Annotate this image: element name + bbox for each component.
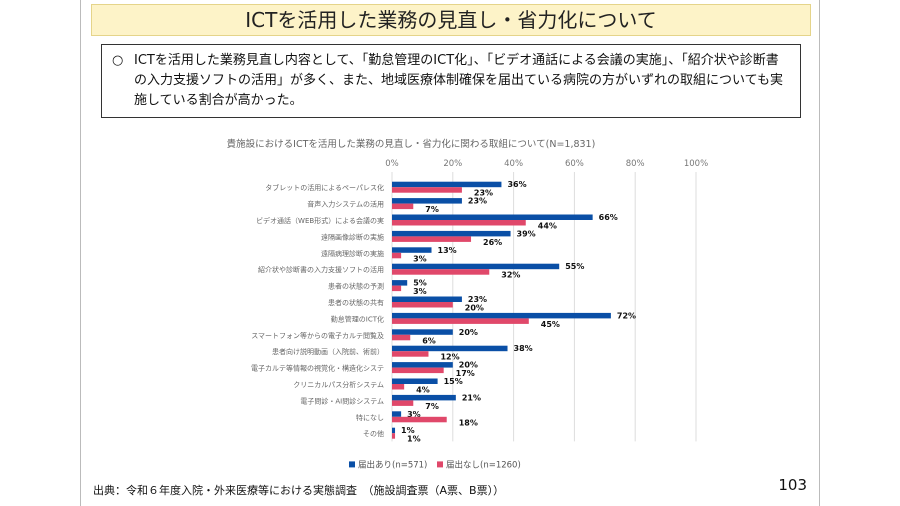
bar-todokede-ari (392, 247, 432, 253)
slide: ICTを活用した業務の見直し・省力化について ○ ICTを活用した業務見直し内容… (80, 0, 820, 506)
bar-todokede-nashi (392, 252, 402, 259)
bar-todokede-ari (392, 394, 456, 401)
data-label: 44% (538, 222, 557, 231)
category-label: 遠隔病理診断の実施 (321, 249, 384, 258)
data-label: 45% (541, 320, 560, 329)
data-label: 7% (425, 205, 439, 214)
bar-todokede-ari (392, 345, 508, 352)
x-tick-label: 60% (565, 159, 584, 169)
bar-chart: 貴施設におけるICTを活用した業務の見直し・省力化に関わる取組について(N=1,… (227, 138, 708, 470)
category-label: 患者の状態の共有 (328, 298, 384, 307)
data-label: 1% (401, 426, 415, 435)
x-tick-label: 100% (684, 159, 708, 169)
bar-todokede-ari (392, 312, 611, 319)
bar-todokede-nashi (392, 302, 453, 308)
data-label: 23% (474, 189, 493, 198)
bar-todokede-ari (392, 362, 453, 368)
data-label: 55% (565, 262, 584, 271)
bar-todokede-nashi (392, 351, 429, 357)
category-label: 音声入力システムの活用 (307, 200, 384, 209)
bar-todokede-nashi (392, 400, 414, 406)
summary-box: ○ ICTを活用した業務見直し内容として、「勤怠管理のICT化」、「ビデオ通話に… (101, 44, 801, 118)
bar-todokede-ari (392, 329, 453, 335)
legend-label: 届出あり(n=571) (358, 459, 427, 470)
data-label: 23% (468, 295, 487, 304)
category-label: 患者の状態の予測 (328, 282, 384, 291)
bar-todokede-nashi (392, 384, 405, 390)
data-label: 3% (413, 254, 427, 263)
bar-todokede-nashi (392, 416, 447, 423)
x-tick-label: 20% (443, 159, 462, 169)
legend-swatch (437, 461, 443, 468)
bar-todokede-nashi (392, 187, 462, 193)
category-label: クリニカルパス分析システム (293, 380, 384, 389)
bar-todokede-nashi (392, 318, 529, 324)
bar-todokede-ari (392, 263, 560, 270)
data-label: 26% (483, 238, 502, 247)
legend-swatch (349, 461, 355, 468)
category-label: タブレットの活用によるペーパレス化 (265, 183, 384, 192)
data-label: 13% (438, 246, 457, 255)
data-label: 66% (599, 213, 618, 222)
data-label: 4% (416, 386, 430, 395)
bar-todokede-nashi (392, 367, 444, 374)
summary-text: ICTを活用した業務見直し内容として、「勤怠管理のICT化」、「ビデオ通話による… (134, 53, 783, 108)
bar-todokede-nashi (392, 433, 396, 439)
bullet-icon: ○ (112, 53, 124, 68)
data-label: 18% (459, 418, 478, 427)
data-label: 20% (465, 304, 484, 313)
data-label: 15% (444, 377, 463, 386)
bar-todokede-ari (392, 214, 593, 220)
bar-todokede-ari (392, 280, 408, 286)
data-label: 38% (514, 344, 533, 353)
bar-todokede-ari (392, 198, 462, 204)
category-label: 電子カルテ等情報の視覚化・構造化システ (251, 364, 384, 373)
slide-title: ICTを活用した業務の見直し・省力化について (91, 4, 811, 36)
bar-todokede-nashi (392, 285, 402, 292)
chart-title: 貴施設におけるICTを活用した業務の見直し・省力化に関わる取組について(N=1,… (227, 138, 596, 150)
bar-todokede-nashi (392, 269, 490, 275)
category-label: 電子問診・AI問診システム (300, 396, 384, 405)
data-label: 21% (462, 393, 481, 402)
data-label: 72% (617, 311, 636, 320)
data-label: 6% (422, 336, 436, 345)
data-label: 12% (440, 353, 459, 362)
category-label: ビデオ通話（WEB形式）による会議の実 (256, 216, 384, 225)
data-label: 1% (407, 435, 421, 444)
bar-todokede-ari (392, 230, 511, 237)
data-label: 39% (517, 229, 536, 238)
bar-todokede-nashi (392, 236, 472, 242)
category-label: 勤怠管理のICT化 (331, 314, 384, 323)
data-label: 7% (425, 402, 439, 411)
data-label: 5% (413, 279, 427, 288)
x-tick-label: 0% (385, 159, 399, 169)
category-label: その他 (363, 429, 384, 438)
x-tick-label: 80% (626, 159, 645, 169)
data-label: 3% (407, 410, 421, 419)
data-label: 20% (459, 328, 478, 337)
data-label: 36% (507, 180, 526, 189)
category-label: 患者向け説明動画（入院前、術前） (272, 347, 384, 356)
data-label: 23% (468, 197, 487, 206)
bar-todokede-nashi (392, 203, 414, 210)
data-label: 32% (501, 271, 520, 280)
category-label: スマートフォン等からの電子カルテ閲覧及 (251, 331, 384, 340)
bar-todokede-ari (392, 427, 396, 434)
category-label: 紹介状や診断書の入力支援ソフトの活用 (258, 265, 384, 274)
data-label: 3% (413, 287, 427, 296)
category-label: 特になし (356, 413, 384, 422)
data-label: 20% (459, 361, 478, 370)
bar-todokede-ari (392, 378, 438, 384)
page-number: 103 (778, 476, 807, 494)
category-label: 遠隔画像診断の実施 (321, 232, 384, 241)
data-label: 17% (456, 369, 475, 378)
bar-todokede-ari (392, 181, 502, 188)
legend-label: 届出なし(n=1260) (446, 459, 521, 470)
source-note: 出典：令和６年度入院・外来医療等における実態調査 （施設調査票（A票、B票）） (93, 484, 505, 497)
bar-todokede-nashi (392, 220, 526, 226)
bar-todokede-ari (392, 411, 402, 417)
bar-todokede-nashi (392, 334, 411, 341)
x-tick-label: 40% (504, 159, 523, 169)
bar-todokede-ari (392, 296, 462, 302)
